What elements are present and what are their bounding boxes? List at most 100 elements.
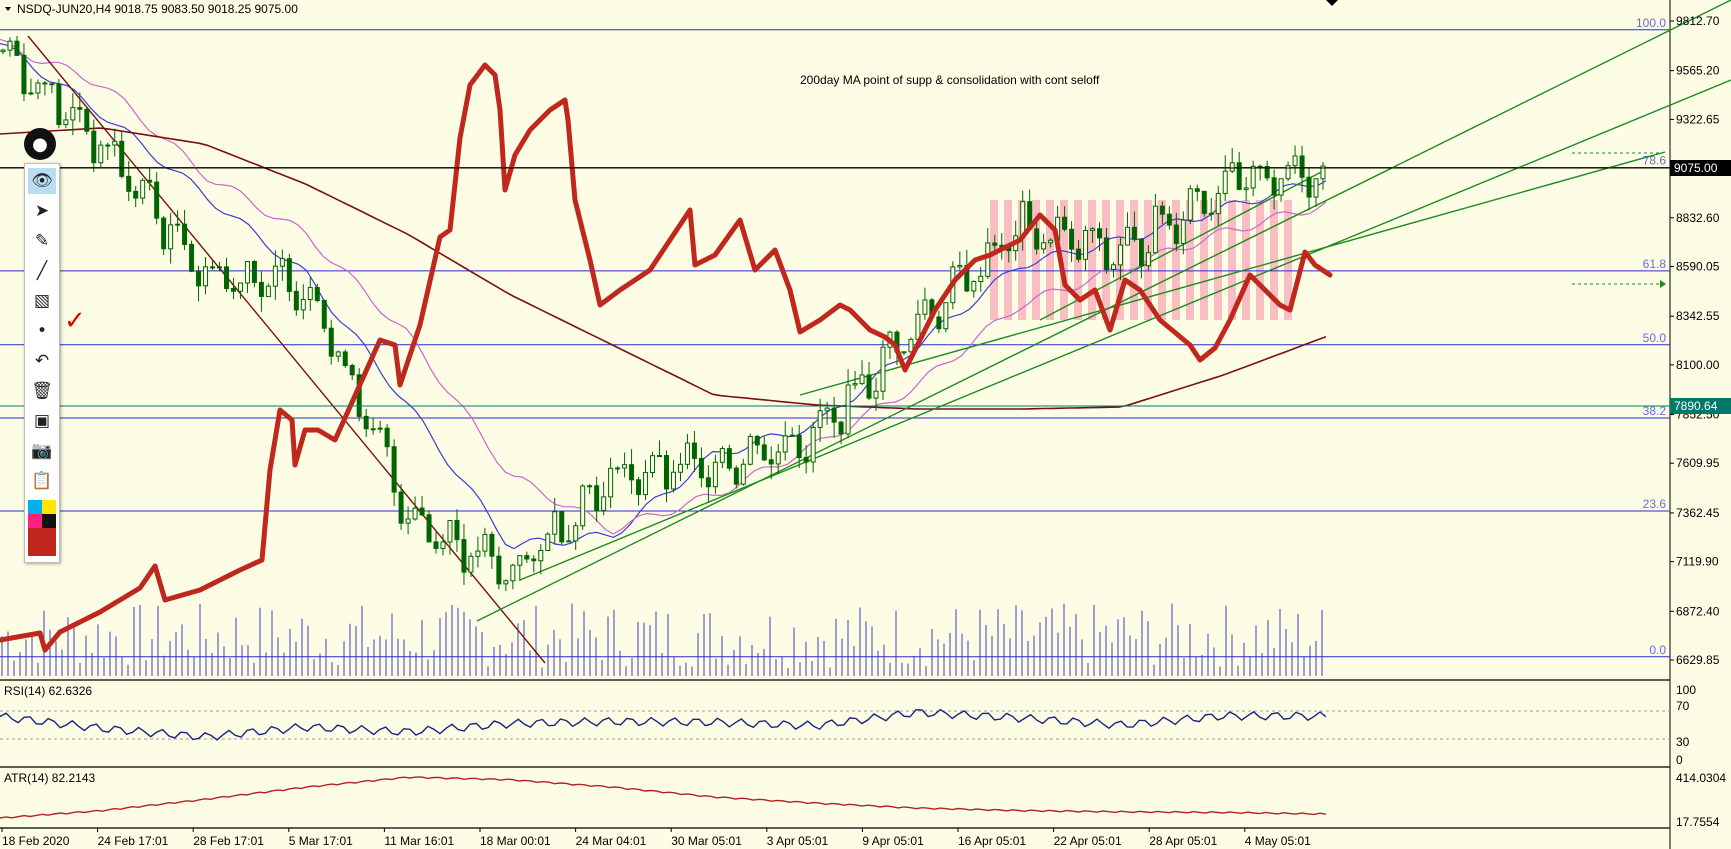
- fib-level-label: 50.0: [1643, 331, 1667, 345]
- candle-body: [629, 464, 635, 481]
- candle-body: [293, 290, 299, 311]
- candle-body: [77, 107, 83, 110]
- color-swatch-cyan[interactable]: [28, 500, 42, 514]
- candle-body: [1222, 170, 1228, 194]
- price-tick-label: 8832.60: [1676, 211, 1720, 225]
- candle-body: [1236, 162, 1242, 190]
- time-tick-label: 22 Apr 05:01: [1054, 834, 1122, 848]
- candle-body: [84, 108, 90, 132]
- candle-body: [1159, 205, 1165, 215]
- rsi-axis-label: 70: [1676, 699, 1690, 713]
- fib-level-label: 0.0: [1649, 643, 1666, 657]
- candle-body: [182, 223, 188, 245]
- candle-body: [454, 520, 460, 541]
- candle-body: [1306, 176, 1312, 198]
- color-swatch-black[interactable]: [42, 514, 56, 528]
- undo-icon[interactable]: ↶: [34, 351, 50, 371]
- freehand-drawing[interactable]: [0, 62, 1333, 653]
- candle-body: [321, 299, 327, 329]
- color-swatch-magenta[interactable]: [28, 514, 42, 528]
- shift-marker-icon[interactable]: [1326, 0, 1338, 6]
- candle-body: [1166, 213, 1172, 226]
- pencil-icon[interactable]: ✎: [34, 231, 50, 251]
- time-tick-label: 28 Feb 17:01: [193, 834, 264, 848]
- candle-body: [1208, 212, 1214, 215]
- stamp-icon[interactable]: ▣: [33, 411, 51, 431]
- candle-body: [119, 140, 125, 177]
- candle-body: [824, 407, 830, 412]
- color-swatch-active[interactable]: [28, 528, 56, 556]
- clipboard-icon[interactable]: 📋: [31, 471, 53, 491]
- candle-body: [510, 564, 516, 582]
- price-tick-label: 7362.45: [1676, 506, 1720, 520]
- candle-body: [0, 49, 6, 53]
- candle-body: [503, 580, 509, 585]
- candle-body: [98, 144, 104, 164]
- price-tick-label: 8100.00: [1676, 358, 1720, 372]
- eye-icon[interactable]: 👁: [28, 168, 56, 194]
- cursor-icon[interactable]: ➤: [34, 201, 50, 221]
- candle-body: [1020, 201, 1026, 237]
- price-tick-label: 6629.85: [1676, 653, 1720, 667]
- drawing-toolbar: 👁 ➤ ✎ ╱ ▧ • ↶ 🗑 ▣ 📷 📋: [24, 163, 60, 563]
- candle-body: [531, 558, 537, 562]
- marked-price-badge: [1670, 398, 1731, 414]
- candle-body: [601, 496, 607, 511]
- atr-line: [0, 776, 1327, 819]
- candle-body: [684, 442, 690, 465]
- candle-body: [943, 302, 949, 330]
- menu-arrow-icon[interactable]: [5, 7, 11, 11]
- candle-body: [1299, 155, 1305, 178]
- trash-icon[interactable]: 🗑: [31, 381, 53, 401]
- candle-body: [21, 54, 27, 95]
- candle-body: [244, 260, 250, 284]
- rsi-axis-label: 0: [1676, 753, 1683, 767]
- consolidation-bar: [1060, 200, 1068, 320]
- candle-body: [1152, 205, 1158, 254]
- dot-icon[interactable]: •: [36, 321, 48, 341]
- candle-body: [622, 464, 628, 469]
- candle-body: [1257, 165, 1263, 168]
- candle-body: [1090, 228, 1096, 231]
- candle-body: [1201, 190, 1207, 214]
- line-icon[interactable]: ╱: [36, 261, 48, 281]
- color-swatch-yellow[interactable]: [42, 500, 56, 514]
- candle-body: [384, 427, 390, 448]
- rsi-line: [0, 708, 1327, 741]
- check-icon: ✓: [64, 306, 86, 336]
- trendlines[interactable]: [27, 0, 1731, 664]
- candle-body: [440, 541, 446, 549]
- camera-icon[interactable]: 📷: [31, 441, 53, 461]
- candle-body: [1083, 229, 1089, 260]
- candle-body: [1187, 188, 1193, 221]
- price-tick-label: 9565.20: [1676, 64, 1720, 78]
- consolidation-bar: [1186, 200, 1194, 320]
- consolidation-bar: [1228, 200, 1236, 320]
- candle-body: [112, 140, 118, 146]
- consolidation-bar: [1256, 200, 1264, 320]
- time-tick-label: 5 Mar 17:01: [289, 834, 353, 848]
- candle-body: [670, 471, 676, 490]
- atr-label: ATR(14) 82.2143: [4, 771, 95, 785]
- pin-icon[interactable]: ●: [24, 128, 56, 160]
- candle-body: [405, 518, 411, 524]
- candle-body: [1069, 228, 1075, 250]
- candle-body: [992, 242, 998, 246]
- candle-body: [538, 550, 544, 562]
- eraser-icon[interactable]: ▧: [33, 291, 51, 311]
- consolidation-bars: [990, 200, 1292, 320]
- candle-body: [307, 287, 313, 300]
- candle-body: [691, 442, 697, 459]
- candle-body: [768, 459, 774, 465]
- candle-body: [845, 384, 851, 435]
- consolidation-bar: [1172, 200, 1180, 320]
- marked-price-text: 7890.64: [1674, 399, 1718, 413]
- current-price-badge: [1670, 160, 1731, 176]
- consolidation-bar: [1158, 200, 1166, 320]
- fibonacci-levels[interactable]: 100.078.661.850.038.223.60.0: [0, 16, 1670, 658]
- price-tick-label: 9812.70: [1676, 14, 1720, 28]
- trendline: [519, 79, 1731, 581]
- candle-body: [140, 179, 146, 199]
